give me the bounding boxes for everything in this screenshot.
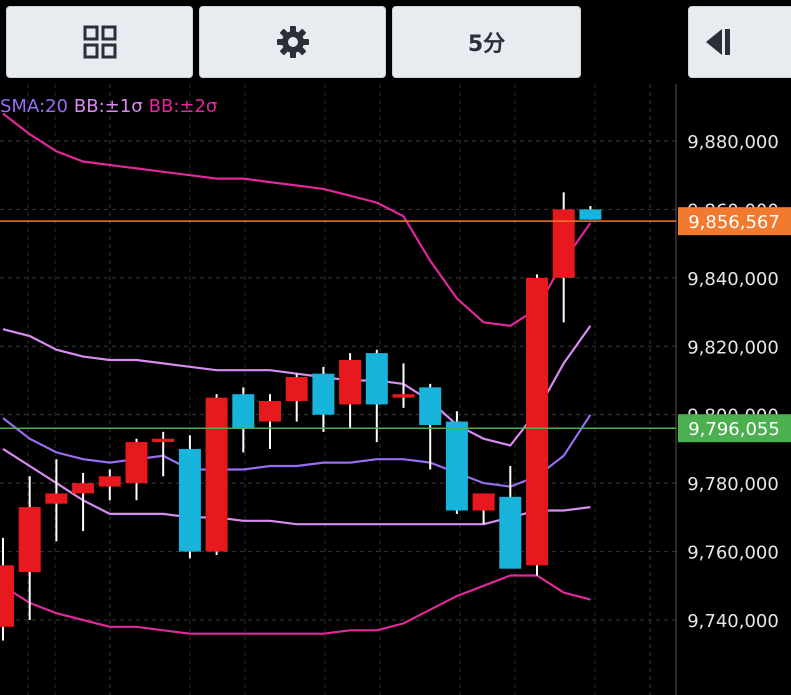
candle-body [232,394,255,429]
gear-icon [275,24,311,60]
y-tick-label: 9,780,000 [687,474,779,495]
collapse-left-icon [704,27,732,57]
toolbar: 5分 [0,0,791,84]
candle-body [552,209,575,278]
candle-body [45,493,68,504]
candle-body [125,442,148,484]
candle-body [365,353,388,405]
candle-body [312,373,335,415]
candle-body [0,565,14,627]
candle-body [178,448,201,552]
indicator-line [2,414,592,488]
settings-button[interactable] [199,6,386,78]
collapse-panel-button[interactable] [688,6,791,78]
interval-button[interactable]: 5分 [392,6,581,78]
candle-body [526,277,548,566]
candle-body [472,493,495,511]
grid-icon [83,25,117,59]
candle-body [419,387,442,425]
y-tick-label: 9,820,000 [687,337,779,358]
y-tick-label: 9,880,000 [687,132,779,153]
indicator-line [2,574,591,635]
candle-body [285,377,308,402]
y-tick-label: 9,760,000 [687,543,779,564]
candle-body [392,394,415,398]
candle-body [579,209,602,220]
legend-sma: SMA:20 [0,96,68,117]
bid-price-line-label: 9,796,055 [688,419,780,440]
ask-price-line-label: 9,856,567 [688,212,780,233]
bid-price-line-tag [678,414,791,443]
indicator-legend: SMA:20 BB:±1σ BB:±2σ [0,96,223,117]
legend-bb1: BB:±1σ [73,96,143,117]
candle-body [259,401,281,422]
legend-bb2: BB:±2σ [148,96,218,117]
candle-body [445,421,468,511]
y-tick-label: 9,740,000 [687,611,779,632]
candle-body [18,507,41,573]
indicator-line [2,447,591,526]
indicator-line [2,112,592,327]
candle-body [152,438,175,443]
y-tick-label: 9,840,000 [687,269,779,290]
layout-button[interactable] [6,6,193,78]
candlestick-chart[interactable]: 9,880,0009,860,0009,840,0009,820,0009,80… [0,84,791,695]
candle-body [205,397,228,552]
candle-body [72,483,95,494]
candle-body [339,359,362,405]
interval-label: 5分 [467,32,506,57]
candle-body [98,476,121,487]
ask-price-line-tag [678,207,791,236]
candle-body [499,496,522,569]
